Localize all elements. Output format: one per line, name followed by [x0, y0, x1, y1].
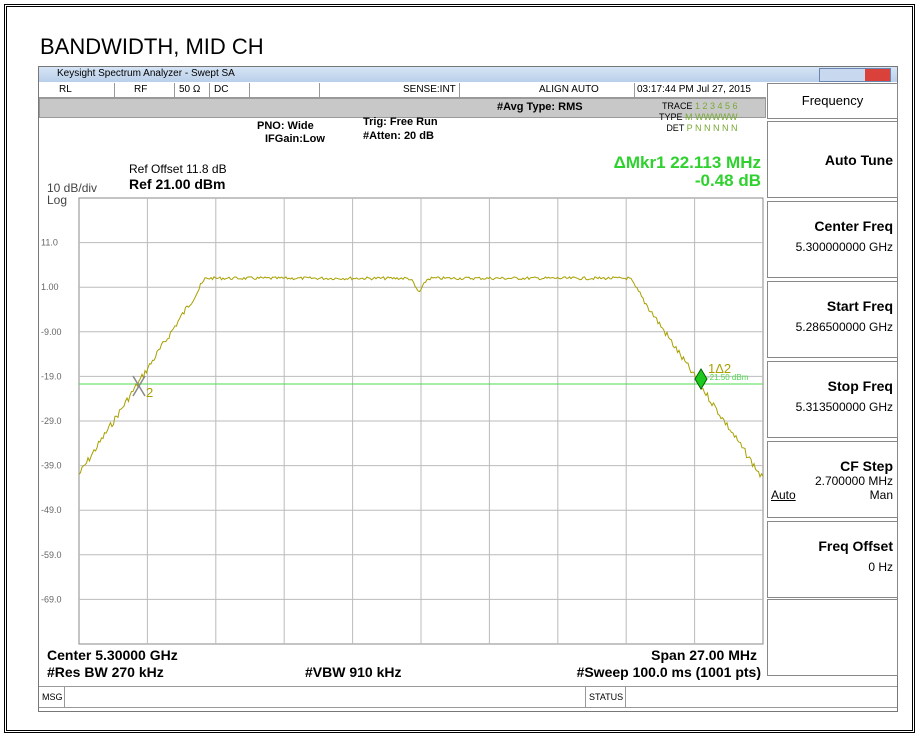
status-item: RL — [59, 84, 72, 95]
ref-level: Ref 21.00 dBm — [129, 176, 226, 192]
status-divider — [174, 83, 175, 97]
grid — [79, 198, 763, 644]
button-label: Auto Tune — [824, 152, 893, 168]
status-divider — [459, 83, 460, 97]
y-label: -19.0 — [41, 371, 62, 381]
type-label: TYPE — [659, 112, 683, 122]
det-label: DET — [666, 123, 685, 133]
button-label: Freq Offset — [818, 538, 893, 554]
page-title: BANDWIDTH, MID CH — [40, 34, 264, 59]
window-title: Keysight Spectrum Analyzer - Swept SA — [57, 68, 235, 79]
status-divider — [319, 83, 320, 97]
status-divider — [249, 83, 250, 97]
menu-header: Frequency — [767, 83, 898, 119]
center: Center 5.30000 GHz — [47, 647, 178, 663]
trace-label: TRACE — [661, 101, 693, 111]
line-level: -21.50 dBm — [707, 373, 749, 382]
scale-type: Log — [47, 193, 68, 207]
menu-button[interactable]: CF Step 2.700000 MHz Auto Man — [767, 441, 898, 518]
det-list: P N N N N N — [686, 123, 738, 133]
y-label: -69.0 — [41, 594, 62, 604]
status-divider — [209, 83, 210, 97]
trace-list: 1 2 3 4 5 6 — [694, 101, 738, 111]
trace-info: TRACE 1 2 3 4 5 6 TYPE M WWWWW DET P N N… — [659, 101, 738, 134]
rbw: #Res BW 270 kHz — [47, 664, 164, 680]
y-label: -9.00 — [41, 327, 62, 337]
vbw: #VBW 910 kHz — [305, 664, 402, 680]
marker-freq: ΔMkr1 22.113 MHz — [613, 153, 761, 172]
status-time: 03:17:44 PM Jul 27, 2015 — [637, 84, 751, 95]
button-value: 5.300000000 GHz — [795, 240, 893, 254]
message-bar: MSG STATUS — [39, 686, 897, 708]
status-divider — [114, 83, 115, 97]
y-label: -29.0 — [41, 416, 62, 426]
button-label: CF Step — [840, 458, 893, 474]
analyzer-window: Keysight Spectrum Analyzer - Swept SA RL… — [38, 66, 898, 712]
delta-marker — [694, 368, 708, 390]
button-label: Stop Freq — [827, 378, 893, 394]
status: STATUS — [589, 692, 624, 702]
span: Span 27.00 MHz — [651, 647, 757, 663]
y-label: 11.0 — [41, 238, 58, 248]
status-item: 50 Ω — [179, 84, 201, 95]
delta-marker-label: 1Δ2 — [708, 361, 731, 376]
status-divider — [634, 83, 635, 97]
menu-empty — [767, 599, 898, 676]
type-list: M WWWWW — [685, 112, 738, 122]
frame — [4, 4, 915, 733]
button-option: Man — [869, 488, 893, 502]
y-label: -59.0 — [41, 550, 62, 560]
y-label: -49.0 — [41, 505, 62, 515]
menu-title: Frequency — [801, 93, 864, 108]
marker-level: -0.48 dB — [694, 171, 761, 190]
ref-marker-label: 2 — [146, 385, 153, 400]
scale: 10 dB/div — [47, 181, 98, 195]
menu-button[interactable]: Auto Tune — [767, 121, 898, 198]
status-bar: RL RF 50 Ω DC SENSE:INT ALIGN AUTO 03:17:44 PM… — [39, 83, 766, 98]
ifgain: IFGain:Low — [265, 133, 325, 145]
status-item: DC — [214, 84, 229, 95]
atten: #Atten: 20 dB — [363, 130, 434, 142]
trace — [78, 276, 764, 479]
input-bar — [39, 98, 766, 118]
button-label: Start Freq — [826, 298, 893, 314]
title-bar: Keysight Spectrum Analyzer - Swept SA — [39, 67, 897, 82]
y-label: 1.00 — [41, 282, 59, 292]
status-item: ALIGN AUTO — [539, 84, 599, 95]
button-value: 0 Hz — [868, 560, 893, 574]
menu-button[interactable]: Stop Freq 5.313500000 GHz — [767, 361, 898, 438]
button-label: Center Freq — [814, 218, 893, 234]
pno: PNO: Wide — [257, 120, 314, 132]
button-value: 2.700000 MHz — [814, 474, 893, 488]
window-controls[interactable] — [819, 68, 891, 82]
sweep: #Sweep 100.0 ms (1001 pts) — [576, 664, 761, 680]
menu-button[interactable]: Start Freq 5.286500000 GHz — [767, 281, 898, 358]
button-option: Auto — [771, 488, 796, 502]
menu-button[interactable]: Freq Offset 0 Hz — [767, 521, 898, 598]
avg-type: #Avg Type: RMS — [497, 101, 583, 113]
ref-offset: Ref Offset 11.8 dB — [129, 162, 227, 176]
y-label: -39.0 — [41, 461, 62, 471]
menu-button[interactable]: Center Freq 5.300000000 GHz — [767, 201, 898, 278]
button-value: 5.286500000 GHz — [795, 320, 893, 334]
status-item: RF — [134, 84, 148, 95]
ref-marker — [132, 375, 146, 397]
button-value: 5.313500000 GHz — [795, 400, 893, 414]
status-item: SENSE:INT — [403, 84, 456, 95]
trig: Trig: Free Run — [363, 116, 438, 128]
plot: -21.50 dBm 2 1Δ2 11.0 1.00 -9.00 -19.0 -29.0… — [41, 197, 764, 645]
msg: MSG — [42, 692, 63, 702]
